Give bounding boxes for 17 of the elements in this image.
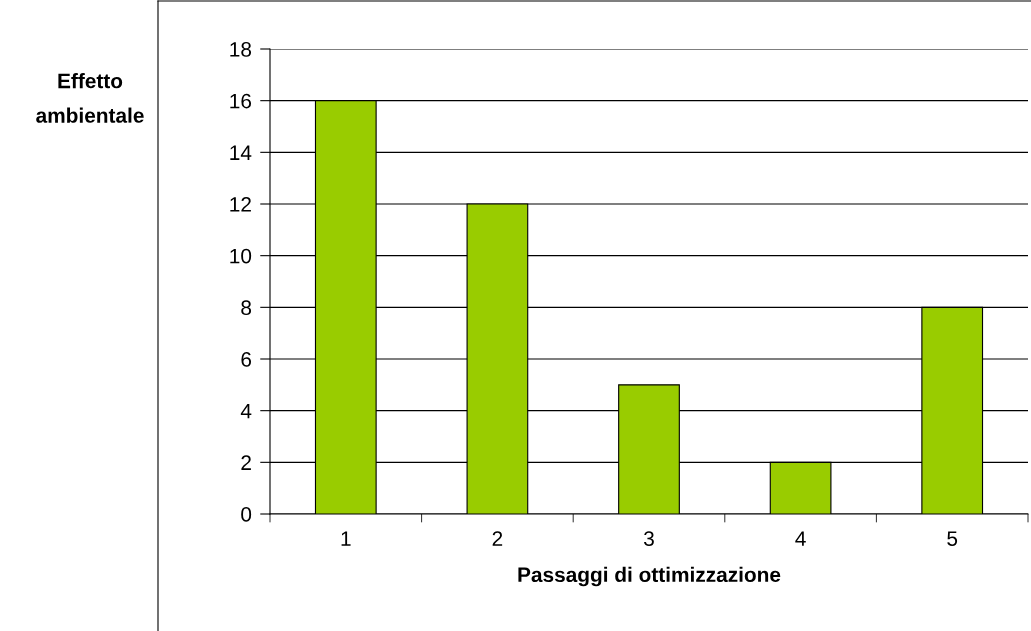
x-tick-label: 2 bbox=[492, 531, 503, 546]
y-tick-label: 14 bbox=[230, 145, 252, 160]
y-tick-label: 12 bbox=[230, 197, 251, 212]
y-tick-label: 2 bbox=[241, 455, 251, 470]
x-tick-label: 3 bbox=[644, 531, 654, 546]
y-tick-label: 0 bbox=[241, 507, 252, 522]
x-tick-label: 5 bbox=[947, 531, 958, 546]
y-tick-label: 16 bbox=[230, 93, 252, 109]
x-axis-title: Passaggi di ottimizzazione bbox=[518, 566, 781, 587]
y-tick-label: 6 bbox=[241, 352, 252, 367]
y-tick-label: 4 bbox=[240, 403, 252, 419]
x-tick-label: 4 bbox=[795, 531, 806, 546]
x-tick-label: 1 bbox=[341, 531, 351, 546]
y-tick-label: 10 bbox=[230, 248, 252, 264]
y-tick-label: 18 bbox=[230, 42, 252, 57]
y-axis-title: Effetto ambientale bbox=[36, 73, 144, 123]
y-tick-label: 8 bbox=[241, 300, 252, 316]
